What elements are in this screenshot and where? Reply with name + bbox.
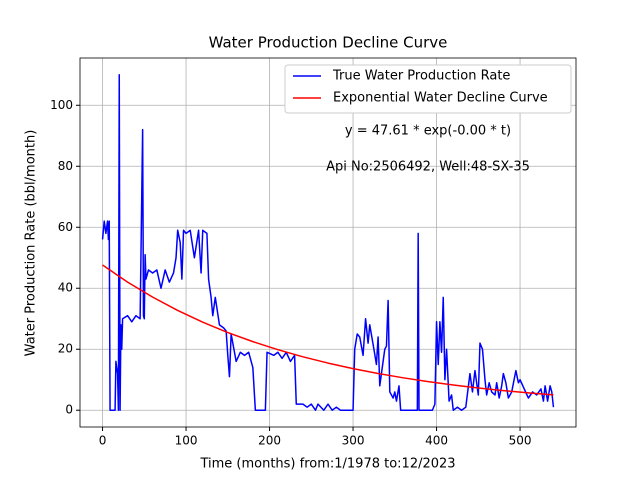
legend-label: Exponential Water Decline Curve [333, 91, 548, 106]
legend-box [284, 64, 572, 114]
x-tick-label: 0 [99, 434, 107, 448]
x-tick-label: 200 [258, 434, 281, 448]
y-tick-label: 20 [58, 342, 73, 356]
y-tick-label: 80 [58, 159, 73, 173]
annotation: Api No:2506492, Well:48-SX-35 [326, 160, 530, 175]
chart-title: Water Production Decline Curve [209, 34, 448, 52]
x-tick-label: 400 [425, 434, 448, 448]
annotation: y = 47.61 * exp(-0.00 * t) [345, 124, 511, 139]
y-tick-label: 60 [58, 220, 73, 234]
y-tick-label: 0 [65, 403, 73, 417]
y-tick-label: 40 [58, 281, 73, 295]
data-line [102, 264, 554, 396]
legend-label: True Water Production Rate [332, 69, 510, 84]
y-axis-label: Water Production Rate (bbl/month) [24, 130, 39, 357]
y-tick-label: 100 [50, 98, 73, 112]
x-tick-label: 500 [509, 434, 532, 448]
x-tick-label: 100 [175, 434, 198, 448]
data-line [101, 74, 555, 411]
x-tick-label: 300 [342, 434, 365, 448]
plot-frame [79, 57, 577, 428]
x-axis-label: Time (months) from:1/1978 to:12/2023 [199, 457, 455, 472]
